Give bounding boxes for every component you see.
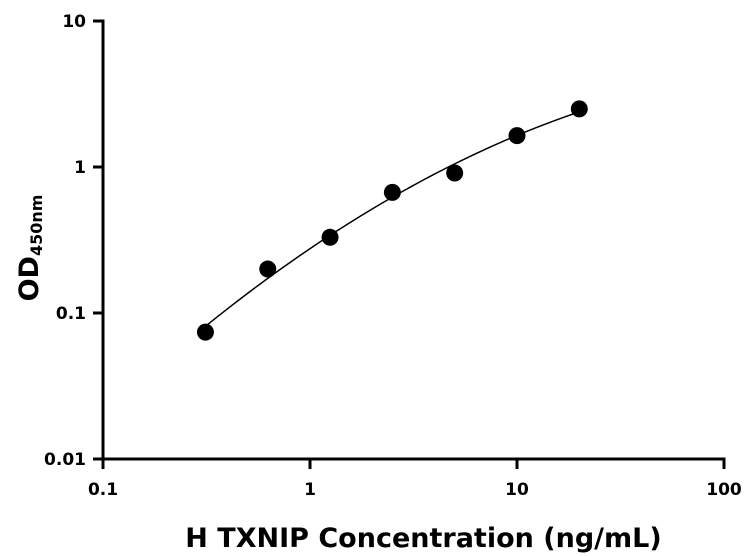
y-tick-label: 10 (62, 12, 86, 32)
data-point (508, 127, 526, 145)
y-axis-label: OD450nm (14, 195, 46, 302)
x-tick-label: 1 (304, 480, 316, 500)
axes (101, 19, 726, 461)
y-tick-label: 0.1 (56, 304, 86, 324)
data-point (446, 164, 464, 182)
y-tick-label: 0.01 (44, 450, 86, 470)
y-axis-label-subscript: 450nm (27, 195, 46, 256)
x-ticks: 0.1 1 10 100 (88, 459, 742, 500)
data-point (321, 228, 339, 246)
fit-curve (204, 111, 580, 327)
x-tick-label: 0.1 (88, 480, 118, 500)
x-tick-label: 10 (505, 480, 529, 500)
x-tick-label: 100 (706, 480, 742, 500)
data-point (570, 100, 588, 118)
data-point (383, 183, 401, 201)
data-point (259, 260, 277, 278)
y-tick-label: 1 (74, 158, 86, 178)
data-points (196, 100, 588, 341)
y-ticks: 0.01 0.1 1 10 (44, 12, 103, 470)
data-point (196, 323, 214, 341)
x-axis-label: H TXNIP Concentration (ng/mL) (185, 523, 661, 554)
y-axis-label-main: OD (14, 256, 45, 301)
